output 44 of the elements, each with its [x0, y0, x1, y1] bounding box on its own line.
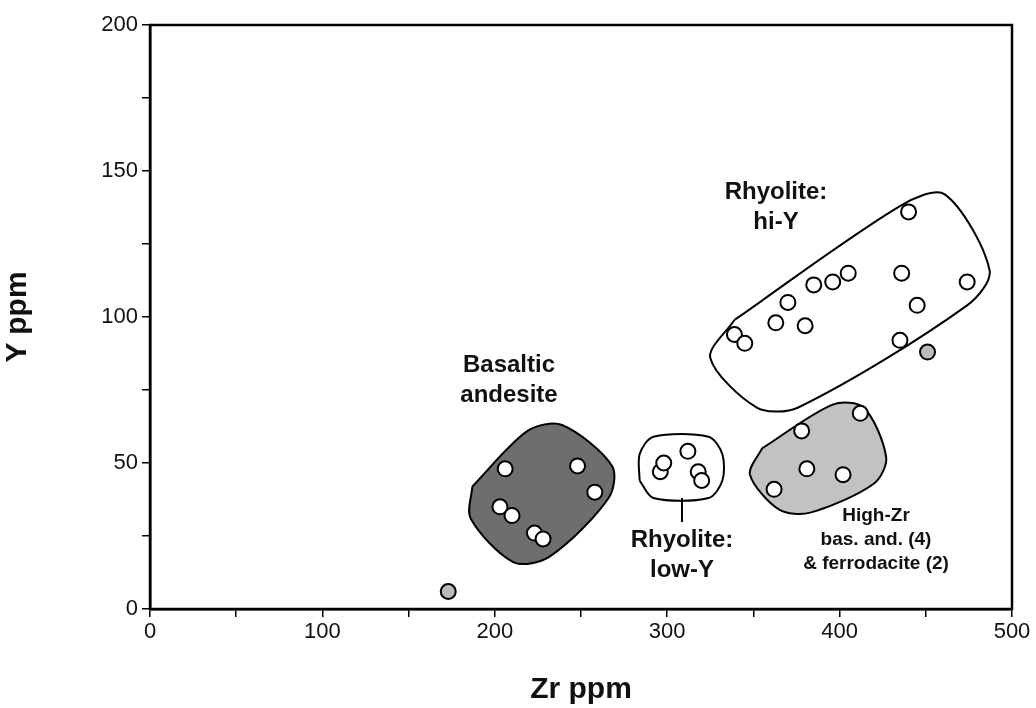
point — [834, 466, 852, 484]
point — [900, 203, 918, 221]
point — [679, 442, 697, 460]
y-tick-label: 200 — [101, 11, 138, 37]
point — [851, 404, 869, 422]
point — [779, 293, 797, 311]
x-tick-label: 200 — [476, 618, 514, 644]
annotation: Basaltic andesite — [460, 349, 558, 407]
x-tick-label: 100 — [304, 618, 341, 644]
point — [491, 498, 509, 516]
annotation: High-Zr bas. and. (4) & ferrodacite (2) — [803, 504, 949, 574]
y-tick-label: 100 — [101, 303, 138, 329]
y-tick-label: 0 — [125, 595, 138, 621]
point — [496, 460, 514, 478]
point — [767, 314, 785, 332]
point — [693, 472, 711, 490]
point — [805, 276, 823, 294]
annotation: Rhyolite: hi-Y — [724, 176, 828, 234]
point — [798, 460, 816, 478]
x-axis-title: Zr ppm — [530, 671, 632, 705]
point — [736, 334, 754, 352]
y-axis-title: Y ppm — [0, 271, 33, 363]
point — [958, 273, 976, 291]
point — [765, 480, 783, 498]
x-tick-label: 0 — [143, 618, 157, 644]
x-tick-label: 500 — [993, 618, 1031, 644]
x-tick-label: 400 — [821, 618, 858, 644]
point — [439, 582, 457, 600]
point — [569, 457, 587, 475]
point — [839, 264, 857, 282]
x-tick-label: 300 — [648, 618, 686, 644]
point — [796, 317, 814, 335]
annotation: Rhyolite: low-Y — [630, 524, 734, 582]
point — [893, 264, 911, 282]
y-tick-label: 50 — [113, 449, 138, 475]
point — [503, 507, 521, 525]
point — [586, 483, 604, 501]
y-tick-label: 150 — [101, 157, 138, 183]
point — [793, 422, 811, 440]
point — [534, 530, 552, 548]
point — [908, 296, 926, 314]
point — [655, 454, 673, 472]
point — [919, 343, 937, 361]
point — [824, 273, 842, 291]
